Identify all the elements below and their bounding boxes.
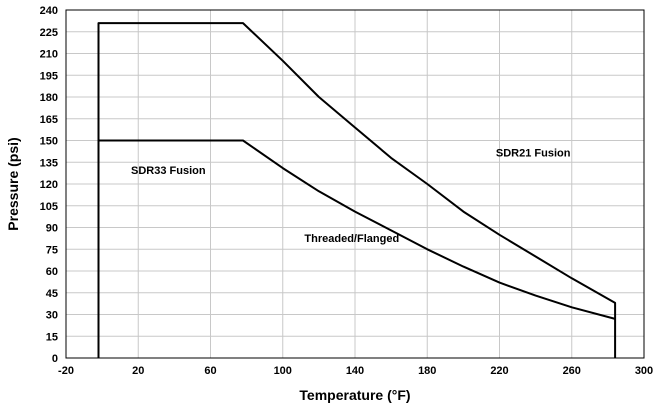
x-axis-title: Temperature (°F) (299, 387, 410, 403)
plot-frame (65, 9, 645, 359)
series-line-sdr21-fusion (97, 22, 617, 358)
y-tick-label: 180 (40, 92, 58, 104)
y-tick-label: 105 (40, 201, 58, 213)
x-tick-label: 140 (346, 365, 364, 377)
x-tick-label: 60 (204, 365, 216, 377)
annotation-label: SDR21 Fusion (496, 147, 571, 159)
y-tick-label: 75 (46, 244, 58, 256)
annotations: SDR21 Fusion SDR33 Fusion Threaded/Flanged (131, 147, 571, 245)
y-tick-label: 45 (46, 288, 58, 300)
y-tick-label: 240 (40, 5, 58, 17)
y-tick-label: 30 (46, 310, 58, 322)
y-tick-label: 195 (40, 70, 58, 82)
x-tick-label: 220 (490, 365, 508, 377)
x-tick-label: -20 (58, 365, 74, 377)
y-tick-label: 15 (46, 331, 58, 343)
x-tick-label: 260 (563, 365, 581, 377)
x-tick-label: 100 (274, 365, 292, 377)
y-axis-title: Pressure (psi) (5, 137, 21, 230)
y-tick-label: 0 (52, 353, 58, 365)
y-tick-label: 165 (40, 114, 58, 126)
series-line-threaded-flanged (98, 139, 616, 320)
y-tick-label: 90 (46, 223, 58, 235)
y-tick-label: 225 (40, 27, 58, 39)
annotation-label: SDR33 Fusion (131, 165, 206, 177)
gridlines (65, 9, 645, 359)
x-tick-label: 180 (418, 365, 436, 377)
x-tick-label: 300 (635, 365, 653, 377)
annotation-label: Threaded/Flanged (304, 233, 399, 245)
y-tick-label: 150 (40, 136, 58, 148)
y-tick-label: 60 (46, 266, 58, 278)
series-lines (97, 22, 617, 358)
y-tick-label: 120 (40, 179, 58, 191)
y-tick-label: 135 (40, 157, 58, 169)
y-tick-label: 210 (40, 49, 58, 61)
tick-labels: -20 20 60 100 140 180 220 260 300 0 15 30 45 60 75 90 10… (40, 5, 654, 377)
x-tick-label: 20 (132, 365, 144, 377)
